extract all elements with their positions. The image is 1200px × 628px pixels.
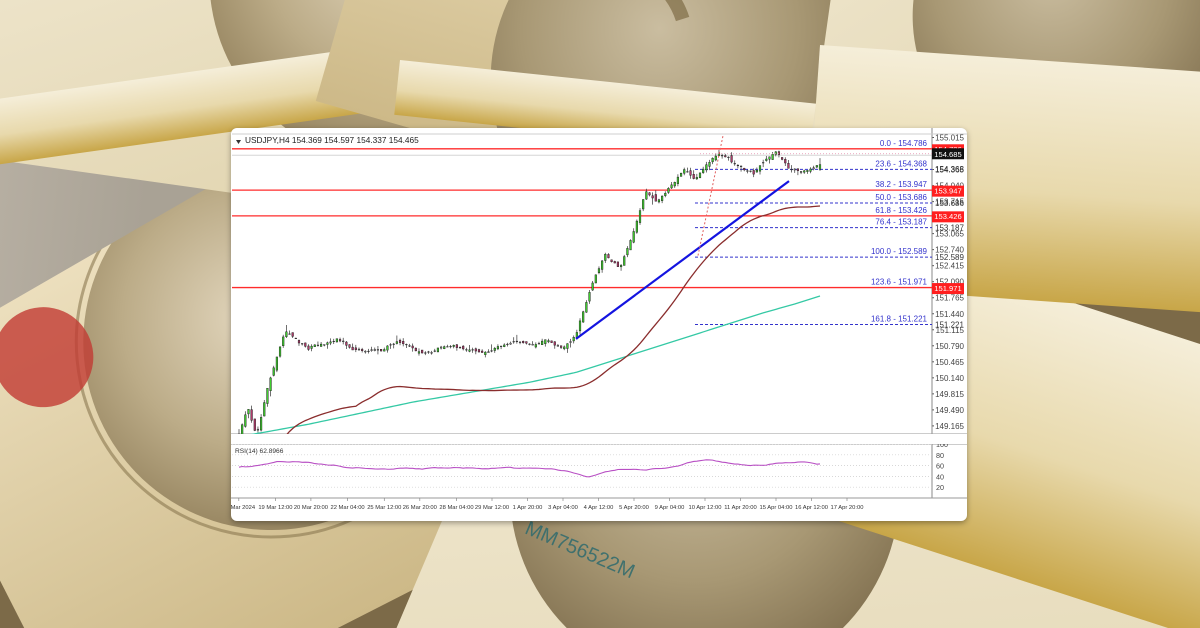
svg-text:100: 100 [936,440,948,449]
svg-text:22 Mar 04:00: 22 Mar 04:00 [331,505,365,511]
svg-text:19 Mar 12:00: 19 Mar 12:00 [258,505,292,511]
svg-text:151.221: 151.221 [935,320,964,329]
svg-text:155.015: 155.015 [935,134,964,143]
svg-text:26 Mar 20:00: 26 Mar 20:00 [403,505,437,511]
svg-text:149.165: 149.165 [935,422,964,431]
svg-text:76.4 - 153.187: 76.4 - 153.187 [875,218,927,227]
svg-text:152.589: 152.589 [935,253,964,262]
svg-text:50.0 - 153.686: 50.0 - 153.686 [875,193,927,202]
svg-text:151.440: 151.440 [935,310,964,319]
svg-text:154.368: 154.368 [935,165,964,174]
svg-text:150.465: 150.465 [935,358,964,367]
svg-text:5 Apr 20:00: 5 Apr 20:00 [619,505,649,511]
svg-text:152.415: 152.415 [935,262,964,271]
svg-text:150.790: 150.790 [935,342,964,351]
svg-text:123.6 - 151.971: 123.6 - 151.971 [871,278,928,287]
svg-text:153.686: 153.686 [935,199,964,208]
svg-text:161.8 - 151.221: 161.8 - 151.221 [871,315,928,324]
svg-text:150.140: 150.140 [935,374,964,383]
svg-text:4 Apr 12:00: 4 Apr 12:00 [584,505,614,511]
svg-text:17 Apr 20:00: 17 Apr 20:00 [831,505,864,511]
svg-text:29 Mar 12:00: 29 Mar 12:00 [475,505,509,511]
svg-text:149.490: 149.490 [935,406,964,415]
svg-text:153.947: 153.947 [934,186,961,195]
svg-text:9 Apr 04:00: 9 Apr 04:00 [655,505,685,511]
svg-text:15 Apr 04:00: 15 Apr 04:00 [760,505,793,511]
svg-text:151.765: 151.765 [935,294,964,303]
svg-text:100.0 - 152.589: 100.0 - 152.589 [871,247,928,256]
svg-text:28 Mar 04:00: 28 Mar 04:00 [439,505,473,511]
svg-text:25 Mar 12:00: 25 Mar 12:00 [367,505,401,511]
svg-text:154.685: 154.685 [934,150,961,159]
svg-text:61.8 - 153.426: 61.8 - 153.426 [875,206,927,215]
svg-text:40: 40 [936,472,944,481]
svg-text:11 Apr 20:00: 11 Apr 20:00 [724,505,756,511]
svg-text:20 Mar 20:00: 20 Mar 20:00 [294,505,328,511]
svg-text:23.6 - 154.368: 23.6 - 154.368 [875,159,927,168]
svg-text:38.2 - 153.947: 38.2 - 153.947 [875,180,927,189]
svg-text:16 Apr 12:00: 16 Apr 12:00 [795,505,828,511]
svg-text:80: 80 [936,451,944,460]
svg-text:RSI(14) 62.8966: RSI(14) 62.8966 [235,448,284,455]
svg-text:3 Apr 04:00: 3 Apr 04:00 [548,505,578,511]
svg-text:USDJPY,H4 154.369 154.597 154: USDJPY,H4 154.369 154.597 154.337 154.46… [245,135,419,145]
svg-text:149.815: 149.815 [935,390,964,399]
svg-text:0.0 - 154.786: 0.0 - 154.786 [880,139,928,148]
svg-text:153.187: 153.187 [935,223,964,232]
svg-text:10 Apr 12:00: 10 Apr 12:00 [689,505,722,511]
svg-text:151.971: 151.971 [934,284,961,293]
svg-text:20: 20 [936,483,944,492]
svg-text:153.426: 153.426 [934,212,961,221]
svg-text:18 Mar 2024: 18 Mar 2024 [231,505,256,511]
svg-text:60: 60 [936,462,944,471]
svg-text:1 Apr 20:00: 1 Apr 20:00 [513,505,543,511]
